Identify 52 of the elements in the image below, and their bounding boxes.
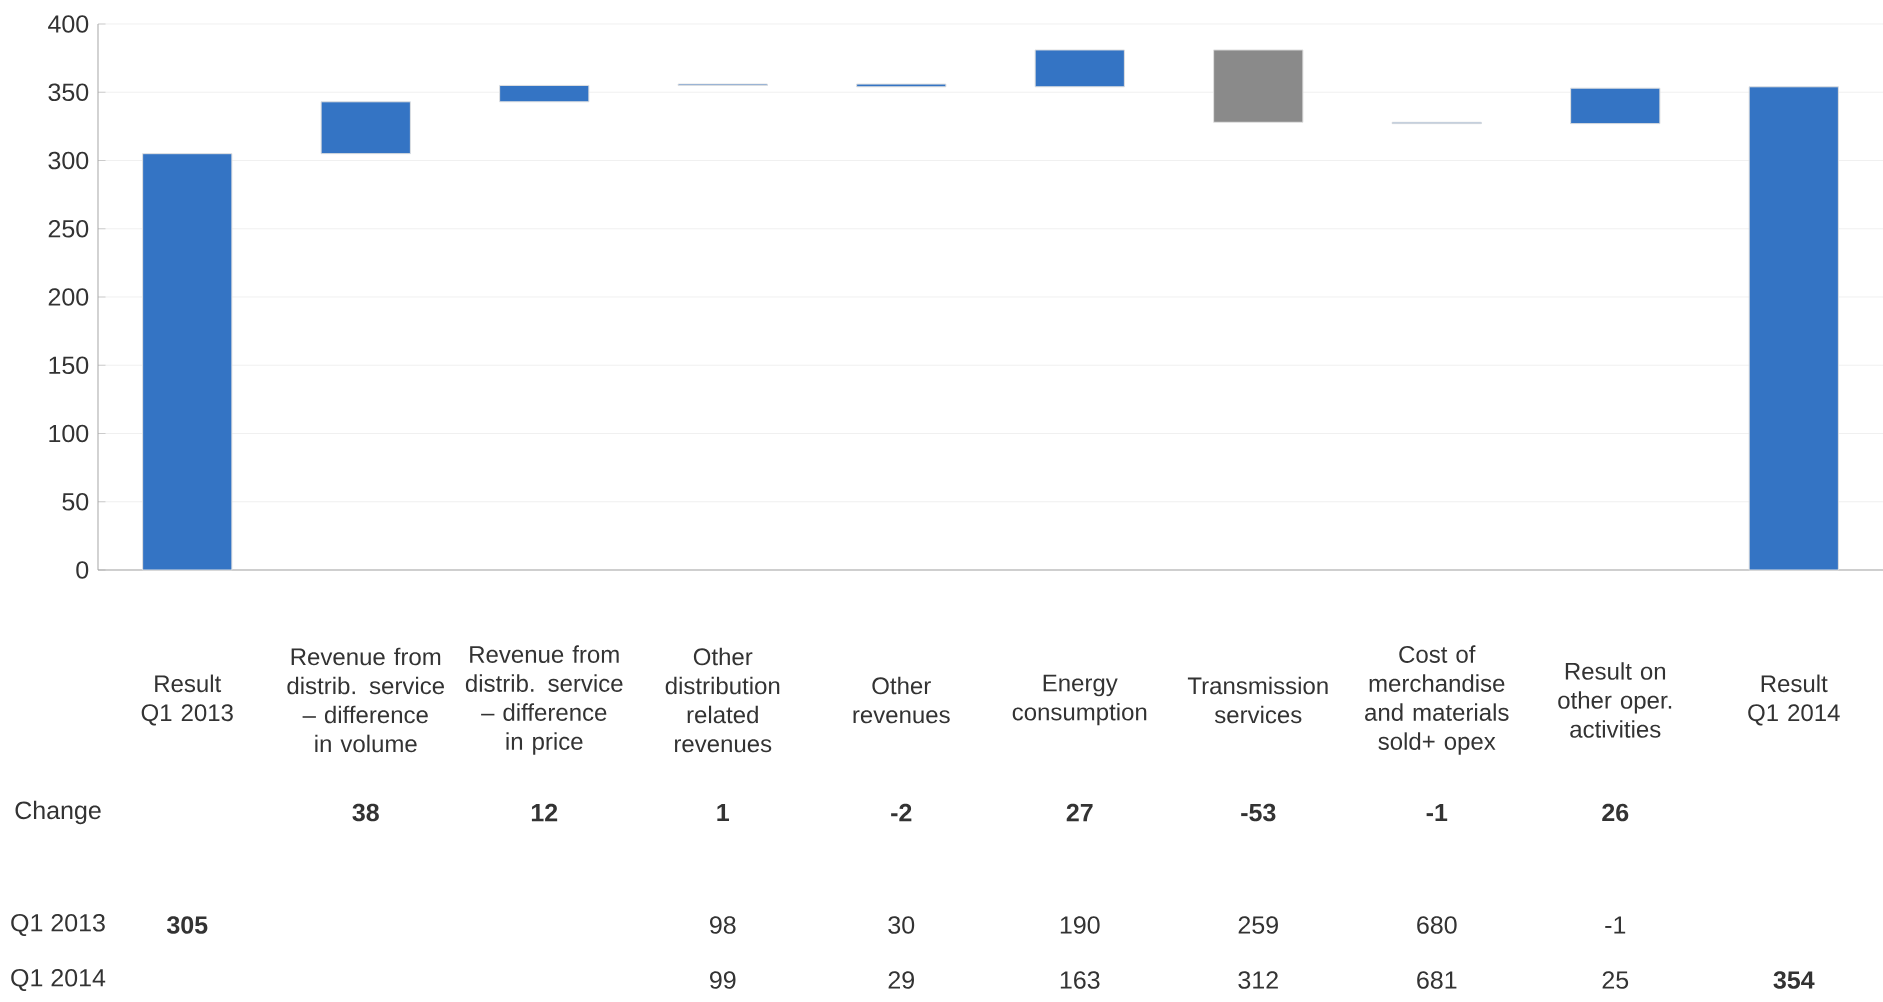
y-tick-label: 0: [76, 561, 89, 579]
x-tick-label: Transmission services: [1187, 676, 1328, 724]
y-tick-label: 150: [49, 356, 89, 375]
x-tick-label: Revenue from distrib. service – difference in volume: [287, 647, 445, 753]
bar: [142, 153, 233, 571]
text: Change: [15, 800, 101, 825]
text: 99: [710, 971, 736, 989]
x-tick-label: Result Q1 2013: [141, 674, 233, 726]
x-tick-label: Revenue from distrib. service – difference in price: [465, 645, 623, 755]
data-label: 38: [352, 803, 379, 822]
text: 354: [1773, 971, 1815, 989]
text: 305: [166, 916, 208, 934]
x-tick-label: Result on other oper. activities: [1558, 662, 1672, 738]
text: 312: [1238, 971, 1278, 989]
y-tick-label: 100: [49, 424, 89, 443]
y-tick-label: 350: [48, 83, 89, 102]
text: Q1 2013: [11, 913, 105, 937]
bar: [856, 83, 947, 88]
text: 259: [1238, 916, 1278, 934]
text: 30: [888, 916, 915, 934]
data-label: -53: [1241, 803, 1276, 822]
y-tick-label: 50: [62, 492, 89, 511]
data-label: 27: [1066, 803, 1093, 822]
y-tick-label: 400: [48, 15, 89, 33]
text: Q1 2014: [11, 968, 106, 992]
x-tick-label: Result Q1 2014: [1748, 674, 1840, 726]
data-label: 12: [531, 803, 558, 822]
x-tick-label: Other revenues: [853, 676, 950, 724]
text: 98: [710, 916, 736, 934]
bar: [320, 101, 411, 155]
y-tick-label: 250: [48, 219, 89, 238]
data-label: 1: [717, 803, 730, 822]
x-tick-label: Energy consumption: [1012, 674, 1147, 726]
text: 680: [1417, 916, 1457, 934]
bar: [1034, 49, 1125, 88]
data-label: 26: [1602, 803, 1629, 822]
bar: [499, 84, 590, 103]
bar: [1213, 49, 1304, 123]
data-label: -2: [891, 803, 912, 822]
text: 190: [1060, 916, 1100, 934]
x-tick-label: Other distribution related revenues: [665, 647, 780, 753]
text: 29: [888, 971, 914, 989]
text: 25: [1602, 971, 1629, 989]
text: 681: [1417, 971, 1457, 989]
y-tick-label: 200: [48, 288, 89, 306]
x-tick-label: Cost of merchandise and materials sold+ opex: [1365, 645, 1509, 755]
bar: [1570, 87, 1661, 125]
bar: [1748, 86, 1839, 571]
data-label: -1: [1426, 803, 1448, 822]
text: 163: [1060, 971, 1100, 989]
text: -1: [1605, 916, 1626, 934]
y-tick-label: 300: [48, 151, 89, 170]
